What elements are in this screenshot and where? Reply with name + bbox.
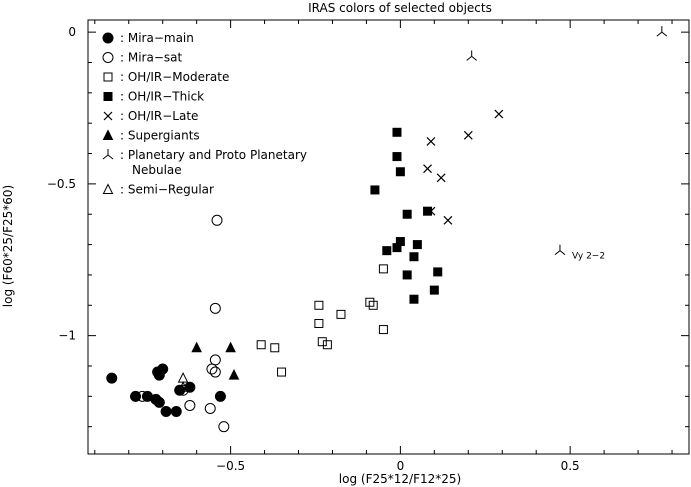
legend-label: : OH/IR−Late xyxy=(120,109,198,123)
data-point xyxy=(402,209,412,219)
data-point xyxy=(204,402,216,414)
data-point xyxy=(225,341,236,353)
legend-label: : Semi−Regular xyxy=(120,183,214,197)
data-point xyxy=(153,396,165,408)
data-point xyxy=(209,354,221,366)
plot-frame xyxy=(87,19,690,455)
data-point xyxy=(378,264,388,274)
data-point xyxy=(214,390,226,402)
legend-marker xyxy=(102,52,114,63)
data-point xyxy=(314,318,324,328)
data-point xyxy=(365,297,375,307)
data-point xyxy=(494,109,504,119)
data-point xyxy=(436,173,446,183)
legend-label: : Mira−sat xyxy=(120,51,182,65)
data-point xyxy=(177,384,189,396)
data-point xyxy=(423,164,432,174)
data-point xyxy=(256,340,266,350)
data-point xyxy=(409,252,419,262)
data-point xyxy=(270,343,280,353)
x-tick-label: 0.5 xyxy=(561,459,580,473)
legend-label: : Supergiants xyxy=(120,129,200,143)
data-point xyxy=(554,244,566,256)
y-tick-label: −0.5 xyxy=(47,177,76,191)
legend-label: : Planetary and Proto Planetary xyxy=(120,148,307,162)
legend-marker xyxy=(103,92,113,101)
data-point xyxy=(160,406,172,418)
y-tick-label: 0 xyxy=(68,25,76,39)
data-point xyxy=(336,309,346,319)
axis-ticks: −0.5 0 0.5 0 −0.5 −1 xyxy=(47,20,689,473)
data-points xyxy=(106,26,668,433)
data-point xyxy=(209,302,221,314)
data-point xyxy=(378,325,388,335)
data-point xyxy=(412,240,422,250)
data-point xyxy=(656,26,668,37)
data-point xyxy=(174,384,186,396)
legend-marker xyxy=(102,129,114,140)
y-tick-label: −1 xyxy=(58,329,76,343)
data-point xyxy=(426,206,436,216)
point-annotation: Vy 2−2 xyxy=(572,252,605,262)
data-point xyxy=(177,372,189,383)
legend-label: : OH/IR−Thick xyxy=(120,90,204,104)
data-point xyxy=(317,337,327,347)
data-point xyxy=(106,372,118,384)
legend-label: : Mira−main xyxy=(120,31,194,45)
data-point xyxy=(191,341,202,353)
data-point xyxy=(402,270,412,280)
data-point xyxy=(426,136,436,146)
data-point xyxy=(443,215,453,225)
legend-marker xyxy=(102,149,114,160)
data-point xyxy=(463,130,473,140)
data-point xyxy=(218,421,230,433)
data-point xyxy=(395,237,405,247)
data-point xyxy=(177,381,189,392)
annotations: Vy 2−2 xyxy=(572,252,605,262)
x-axis-label: log (F25*12/F12*25) xyxy=(339,472,461,486)
legend-marker xyxy=(103,72,113,82)
data-point xyxy=(170,406,182,418)
data-point xyxy=(466,50,478,61)
data-point xyxy=(322,340,332,350)
legend: : Mira−main : Mira−sat : OH/IR−Moderate : O… xyxy=(102,31,307,197)
x-tick-label: −0.5 xyxy=(216,459,245,473)
legend-marker xyxy=(103,111,113,121)
x-tick-label: 0 xyxy=(397,459,405,473)
chart-title: IRAS colors of selected objects xyxy=(308,1,492,15)
data-point xyxy=(314,300,324,310)
data-point xyxy=(277,367,287,377)
data-point xyxy=(429,285,439,295)
data-point xyxy=(392,127,402,137)
y-axis-label: log (F60*25/F25*60) xyxy=(1,185,15,307)
data-point xyxy=(392,152,402,162)
data-point xyxy=(157,363,169,375)
data-point xyxy=(370,185,380,195)
data-point xyxy=(228,368,240,380)
legend-label-continued: Nebulae xyxy=(132,163,182,177)
data-point xyxy=(211,214,223,226)
data-point xyxy=(382,246,392,256)
data-point xyxy=(395,167,405,177)
data-point xyxy=(184,399,196,411)
data-point xyxy=(368,300,378,310)
data-point xyxy=(136,390,148,402)
data-point xyxy=(409,294,419,304)
legend-marker xyxy=(102,32,114,44)
data-point xyxy=(433,267,443,277)
data-point xyxy=(209,366,221,378)
legend-label: : OH/IR−Moderate xyxy=(120,70,229,84)
legend-marker xyxy=(102,183,114,194)
